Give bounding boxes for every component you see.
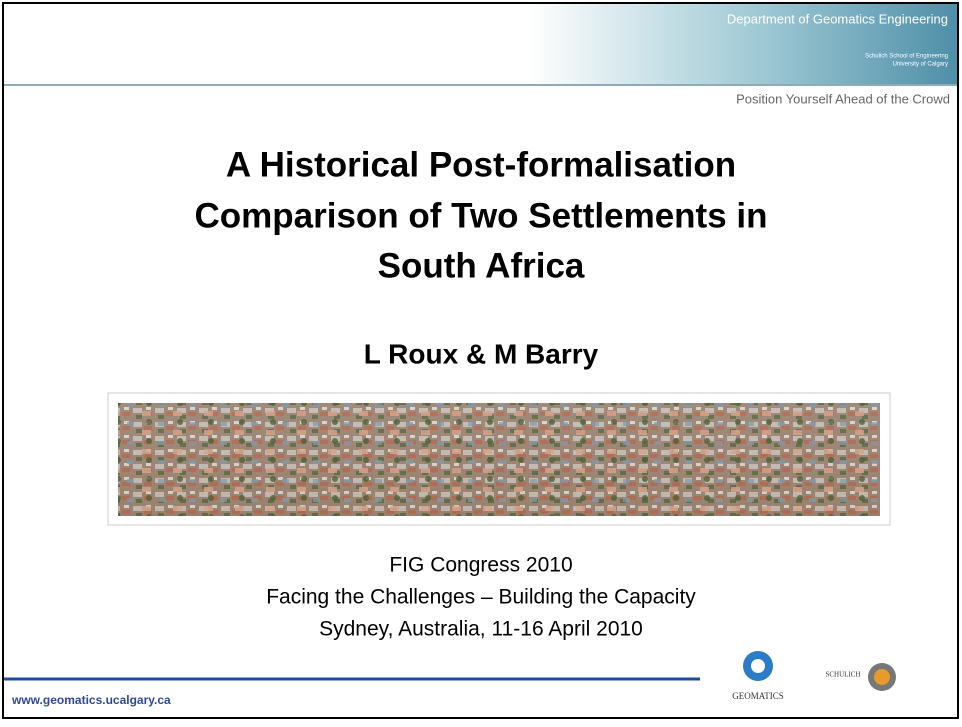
- school-line: University of Calgary: [893, 62, 948, 68]
- event-line: Sydney, Australia, 11-16 April 2010: [319, 618, 643, 641]
- title-line: A Historical Post-formalisation: [226, 145, 736, 184]
- title-line: South Africa: [378, 246, 585, 285]
- geomatics-logo-inner: [751, 659, 765, 673]
- event-line: Facing the Challenges – Building the Cap…: [266, 586, 696, 609]
- department: Department of Geomatics Engineering: [727, 11, 948, 26]
- school-line: Schulich School of Engineering: [865, 54, 948, 60]
- logo-text: SCHULICH: [825, 671, 860, 679]
- title-line: Comparison of Two Settlements in: [194, 196, 767, 235]
- tagline: Position Yourself Ahead of the Crowd: [736, 91, 950, 106]
- page: Department of Geomatics Engineering Schu…: [0, 0, 962, 722]
- photo-detail: [118, 403, 880, 516]
- schulich-gear-inner: [874, 669, 890, 685]
- authors: L Roux & M Barry: [364, 338, 599, 369]
- footer-url: www.geomatics.ucalgary.ca: [11, 693, 171, 707]
- slide: Department of Geomatics Engineering Schu…: [0, 0, 962, 722]
- event-line: FIG Congress 2010: [389, 554, 572, 577]
- logo-text: GEOMATICS: [732, 691, 784, 701]
